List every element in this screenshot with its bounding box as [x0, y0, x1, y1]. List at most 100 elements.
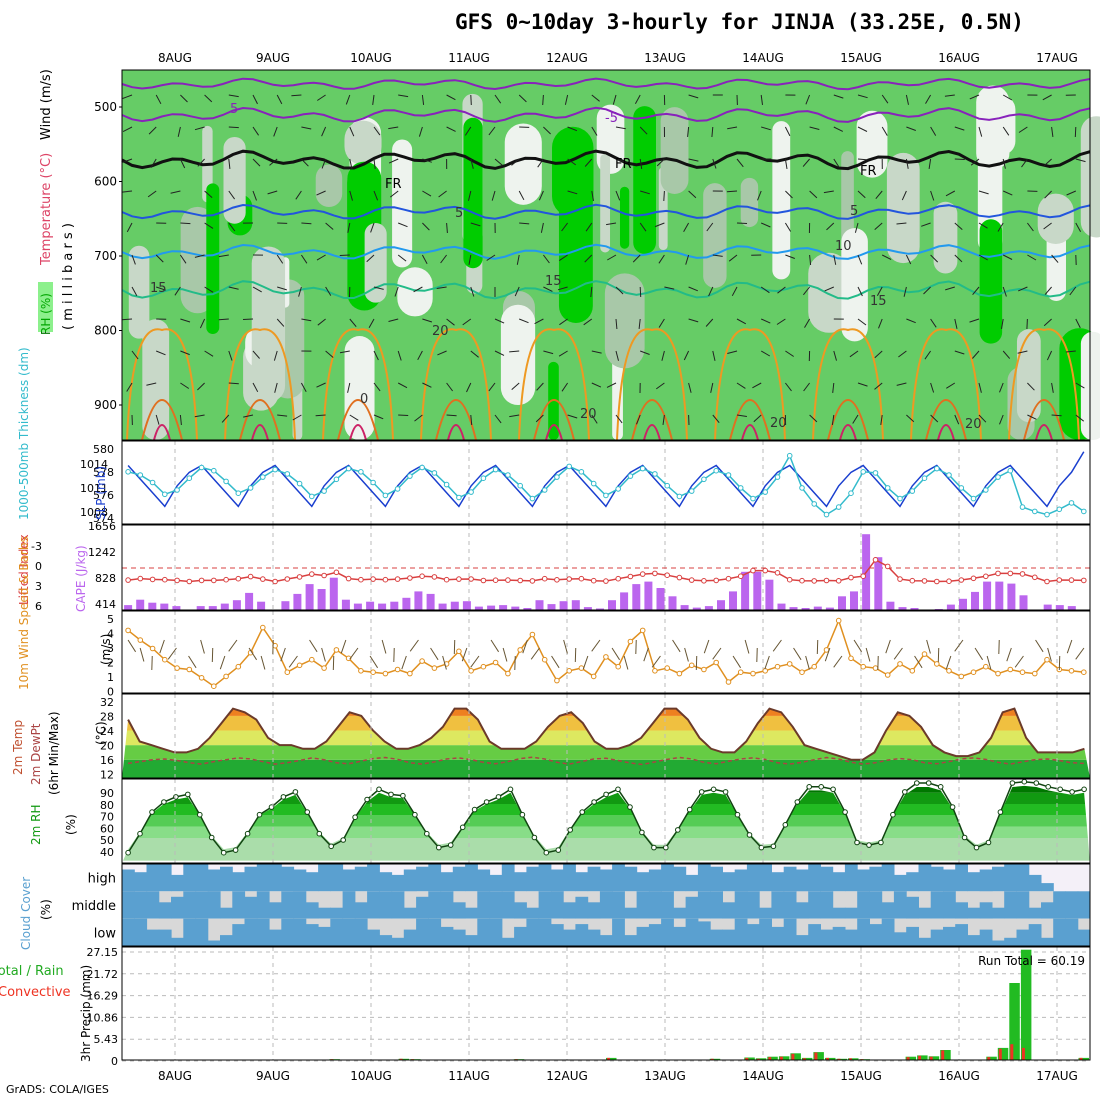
cloud-bar [391, 891, 405, 919]
temp-contour-30 [937, 424, 955, 441]
wind-barb [823, 190, 834, 194]
cape-bar [596, 608, 604, 610]
wind-barb [634, 94, 641, 105]
rh2m-line-point [388, 791, 394, 798]
wind-barb [896, 222, 907, 225]
cloud-bar [538, 891, 552, 919]
precip-conv-bar [399, 1058, 403, 1060]
wind-barb [590, 286, 593, 298]
wind-barb [726, 190, 738, 193]
cloud-bar [771, 891, 785, 919]
wind10-barb [551, 655, 560, 669]
wind-barb [277, 414, 288, 417]
cloud-bar [881, 918, 895, 946]
wind-barb [511, 382, 520, 390]
wind-barb [1026, 318, 1028, 330]
thickness-line-point [296, 480, 303, 487]
wind-barb [930, 382, 935, 393]
cloud-bar [501, 937, 515, 946]
wind10-barb [349, 647, 359, 660]
wind10-line-point [468, 668, 474, 674]
y-tick-precip: 5.43 [94, 1033, 119, 1046]
y-tick-rh: 70 [100, 811, 114, 824]
rh2m-line-point [639, 829, 645, 836]
wind-barb [446, 126, 456, 132]
cloud-bar [1004, 937, 1017, 946]
precip-total-bar [940, 1050, 951, 1060]
wind-barb [131, 350, 139, 360]
lifted-index-line-point [1068, 577, 1075, 583]
cloud-bar [134, 872, 148, 892]
cloud-bar [403, 929, 417, 946]
wind-barb [174, 286, 181, 296]
wind-barb [760, 318, 771, 324]
wind10-barb [1006, 647, 1012, 662]
thickness-line-point [260, 474, 266, 480]
y-tick-precip: 27.15 [87, 946, 119, 959]
rh-patch [1037, 193, 1074, 244]
lifted-index-line-point [1019, 571, 1026, 577]
lifted-index-line-point [443, 576, 450, 583]
cape-bar [196, 606, 205, 610]
wind10-barb [1035, 639, 1044, 653]
cape-bar [136, 599, 145, 610]
wind-barb [349, 158, 353, 169]
cloud-bar [624, 935, 638, 946]
lifted-index-line-point [333, 569, 340, 576]
cloud-bar [575, 924, 589, 946]
wind-barb [536, 382, 544, 391]
wind-barb [640, 190, 650, 195]
ylabel-rh2m: 2m RH [29, 805, 43, 846]
lifted-index-line-point [541, 575, 548, 582]
wind-barb [252, 190, 257, 201]
wind10-barb [228, 639, 238, 652]
x-label-bottom: 9AUG [256, 1069, 290, 1083]
cloud-bar [305, 872, 319, 892]
cape-bar [487, 605, 496, 610]
contour-label: 5 [230, 102, 238, 117]
wind-barb [543, 350, 554, 355]
wind-barb [930, 190, 935, 201]
wind-barb [777, 286, 786, 294]
cloud-bar [526, 866, 540, 892]
wind-barb [688, 286, 698, 292]
wind-barb [446, 222, 448, 234]
wind-barb [906, 318, 916, 324]
precip-total-bar [790, 1053, 801, 1060]
cloud-bar [514, 872, 527, 892]
cloud-bar [452, 902, 466, 919]
wind-barb [228, 158, 231, 169]
precip-total-bar [398, 1058, 410, 1060]
wind10-line-point [701, 666, 707, 673]
wind-barb [615, 158, 626, 163]
thickness-line-point [345, 465, 352, 472]
lifted-index-line-point [811, 578, 818, 584]
wind-barb [606, 222, 617, 226]
cape-bar [462, 601, 471, 610]
wind-barb [339, 254, 350, 256]
wind-barb [267, 190, 278, 195]
wind-barb [905, 254, 912, 265]
wind-barb [301, 222, 312, 225]
cloud-bar [685, 896, 699, 919]
wind-barb [1051, 126, 1054, 137]
temp-contour-30 [839, 424, 857, 441]
cloud-bar [269, 864, 282, 892]
wind-barb [683, 350, 690, 361]
wind-barb [301, 158, 309, 167]
rh-legend-swatch [38, 282, 53, 332]
wind-barb [295, 190, 302, 200]
wind10-line-point [639, 627, 646, 634]
wind10-line-point [713, 659, 720, 666]
cloud-bar [134, 918, 148, 946]
precip-conv-bar [745, 1057, 749, 1060]
rh2m-line-point [256, 811, 263, 818]
wind-barb [857, 126, 868, 132]
wind-barb [491, 190, 496, 201]
wind10-barb [260, 655, 266, 670]
lifted-index-line-point [835, 578, 842, 584]
thickness-line-point [382, 492, 389, 499]
rh-band [122, 838, 1090, 861]
cloud-bar [710, 866, 723, 892]
wind10-line-point [750, 670, 756, 677]
